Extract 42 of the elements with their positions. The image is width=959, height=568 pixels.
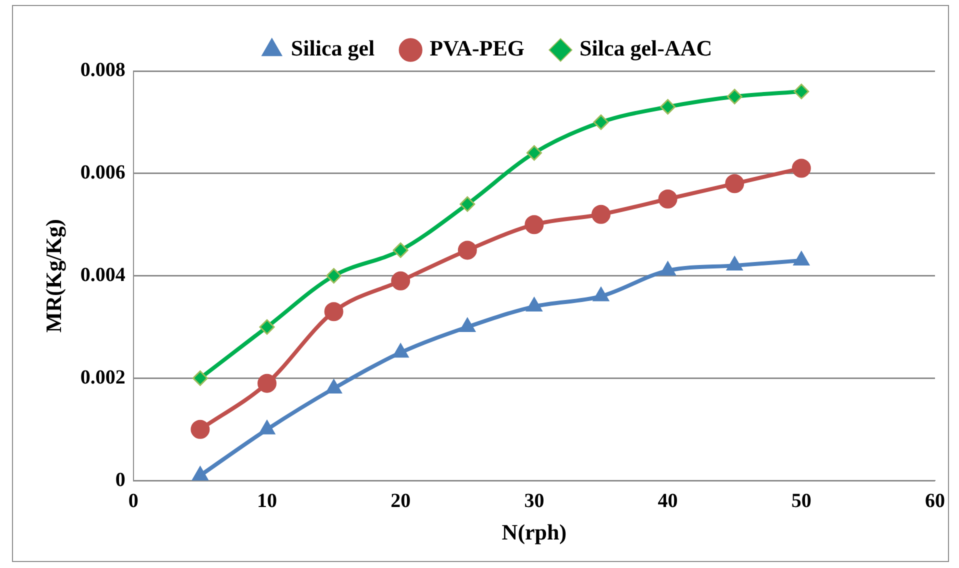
x-tick-label: 30 <box>524 490 544 512</box>
x-tick-label: 20 <box>390 490 411 512</box>
point <box>792 158 811 178</box>
y-tick-label: 0.004 <box>80 264 126 286</box>
point <box>192 466 208 480</box>
point <box>725 174 744 194</box>
point <box>258 420 276 434</box>
y-tick-label: 0.002 <box>80 366 126 388</box>
x-tick-label: 40 <box>658 490 678 512</box>
point <box>324 302 344 322</box>
point <box>726 88 742 104</box>
legend-label: PVA-PEG <box>430 36 525 61</box>
point <box>526 297 542 312</box>
point <box>524 215 544 234</box>
point <box>660 99 676 115</box>
point <box>392 242 408 258</box>
y-tick-label: 0.006 <box>80 162 126 184</box>
point <box>658 190 678 208</box>
point <box>258 374 276 393</box>
point <box>192 370 208 386</box>
point <box>593 114 609 130</box>
x-axis-title: N(rph) <box>502 519 567 544</box>
y-tick-label: 0 <box>115 468 126 491</box>
point <box>326 378 342 394</box>
point <box>794 84 810 100</box>
point <box>391 271 410 290</box>
legend-label: Silica gel <box>290 36 375 61</box>
legend-label: Silca gel-AAC <box>580 36 712 61</box>
y-tick-label: 0.008 <box>80 59 126 82</box>
x-tick-label: 50 <box>791 490 812 512</box>
y-axis-title: MR(Kg/Kg) <box>40 218 66 333</box>
point <box>460 196 476 212</box>
point <box>592 204 610 224</box>
x-tick-label: 10 <box>257 490 277 512</box>
point <box>326 268 342 284</box>
x-tick-label: 60 <box>925 490 945 512</box>
point <box>526 145 542 161</box>
point <box>459 318 476 332</box>
point <box>392 343 409 358</box>
point <box>458 240 477 260</box>
point <box>190 420 210 439</box>
point <box>259 319 275 335</box>
